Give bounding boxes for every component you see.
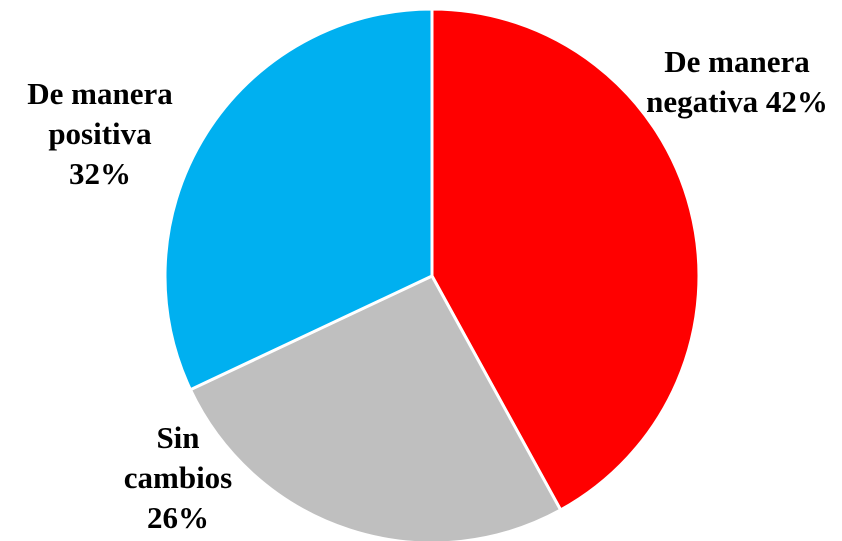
pie-slice-de-manera-negativa — [430, 7, 701, 512]
slice-label-line: De manera — [664, 44, 810, 79]
slice-label-line: 32% — [69, 156, 131, 191]
pie-slice-de-manera-positiva — [163, 7, 434, 392]
pie-slice-sin-cambios — [188, 274, 563, 541]
slice-labels: De manera negativa 42% Sin cambios 26% De man… — [27, 44, 828, 535]
slice-label-line: De manera — [27, 76, 173, 111]
slice-label-line: negativa 42% — [646, 84, 828, 119]
slice-label-de-manera-positiva: De manera positiva 32% — [27, 76, 173, 191]
slice-label-sin-cambios: Sin cambios 26% — [124, 420, 233, 535]
slice-label-line: cambios — [124, 460, 233, 495]
slice-label-line: positiva — [48, 116, 152, 151]
slice-label-de-manera-negativa: De manera negativa 42% — [646, 44, 828, 119]
slice-label-line: 26% — [147, 500, 209, 535]
slice-label-line: Sin — [156, 420, 199, 455]
pie-slices — [163, 7, 701, 541]
